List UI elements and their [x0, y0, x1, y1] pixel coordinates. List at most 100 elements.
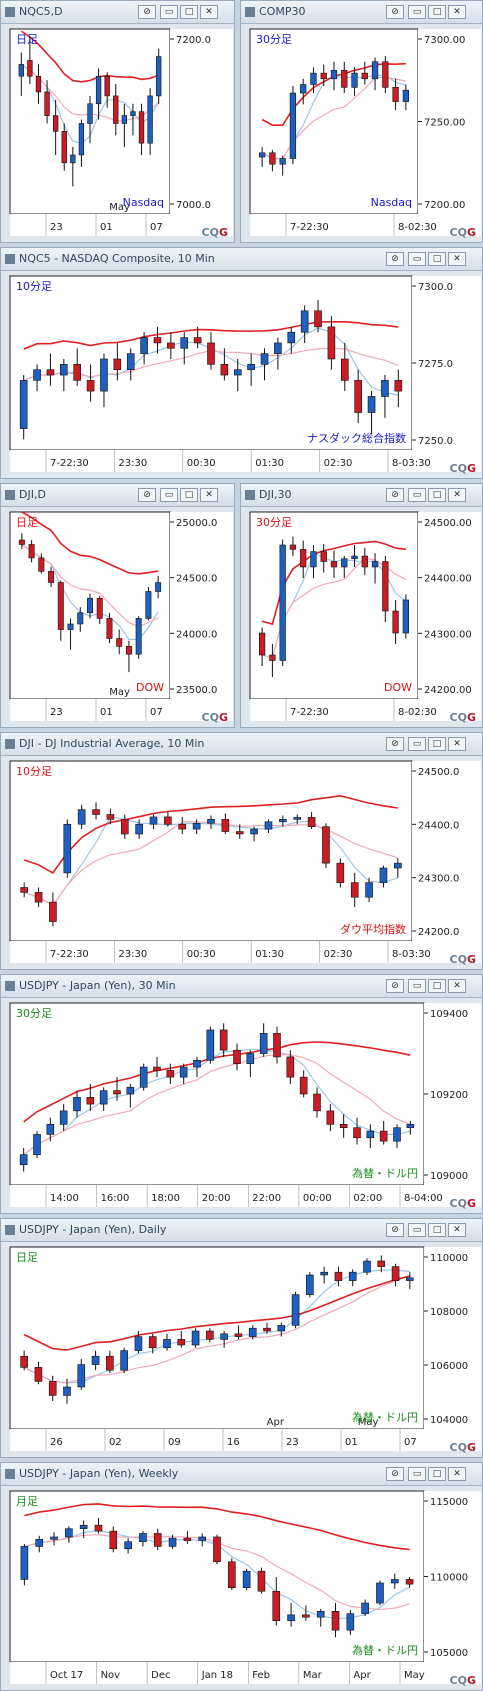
candle	[20, 1350, 28, 1371]
candle	[148, 1333, 157, 1354]
chart-area[interactable]: 25000.0 24500.0 24000.0 23500.0 23 01 07 May 日足 D…	[4, 508, 233, 725]
maximize-button[interactable]: □	[428, 737, 446, 751]
chart-panel-p8[interactable]: USDJPY - Japan (Yen), Daily ⊘ ▭ □ ✕ 110000 108…	[0, 1218, 483, 1458]
close-button[interactable]: ✕	[448, 979, 466, 993]
chart-area[interactable]: 7200.0 7000.0 23 01 07 May 日足 Nasdaq	[4, 25, 233, 240]
maximize-button[interactable]: □	[428, 1223, 446, 1237]
chart-panel-p2[interactable]: COMP30 ⊘ ▭ □ ✕ 7300.00 7250.00 7200.00 7-22:30 8-…	[240, 0, 483, 243]
window-title: NQC5 - NASDAQ Composite, 10 Min	[19, 252, 215, 265]
window-titlebar[interactable]: NQC5,D ⊘ ▭ □ ✕	[1, 1, 234, 24]
link-icon[interactable]: ⊘	[138, 5, 156, 19]
minimize-button[interactable]: ▭	[160, 5, 178, 19]
cqg-logo-accent: G	[466, 1197, 476, 1210]
minimize-button[interactable]: ▭	[408, 252, 426, 266]
candle-body	[139, 1533, 147, 1543]
candle	[235, 824, 244, 839]
link-icon[interactable]: ⊘	[386, 1467, 404, 1481]
period-label: 月足	[16, 1495, 38, 1508]
time-axis-label: 02:00	[353, 1193, 382, 1204]
candle	[248, 1325, 257, 1340]
candle-body	[286, 1056, 295, 1078]
window-titlebar[interactable]: DJI,30 ⊘ ▭ □ ✕	[241, 484, 482, 507]
close-button[interactable]: ✕	[200, 488, 218, 502]
maximize-button[interactable]: □	[428, 488, 446, 502]
close-button[interactable]: ✕	[200, 5, 218, 19]
cqg-logo-text: CQ	[449, 953, 467, 966]
time-axis-label: 14:00	[50, 1193, 79, 1204]
moving-average-line	[261, 540, 406, 626]
link-icon[interactable]: ⊘	[386, 252, 404, 266]
candle-body	[361, 1602, 369, 1614]
candle	[405, 1577, 414, 1588]
window-titlebar[interactable]: USDJPY - Japan (Yen), Daily ⊘ ▭ □ ✕	[1, 1219, 482, 1242]
chart-area[interactable]: 7300.0 7275.0 7250.0 7-22:30 23:30 00:30 01:30…	[4, 272, 481, 476]
chart-area[interactable]: 109400 109200 109000 14:00 16:00 18:00 20:00 22…	[4, 999, 481, 1211]
chart-panel-p9[interactable]: USDJPY - Japan (Yen), Weekly ⊘ ▭ □ ✕ 115000 11…	[0, 1462, 483, 1691]
minimize-button[interactable]: ▭	[408, 737, 426, 751]
maximize-button[interactable]: □	[428, 5, 446, 19]
cqg-logo: CQG	[450, 711, 476, 724]
close-button[interactable]: ✕	[448, 5, 466, 19]
close-button[interactable]: ✕	[448, 1223, 466, 1237]
minimize-button[interactable]: ▭	[408, 1467, 426, 1481]
candle-body	[178, 823, 187, 830]
time-axis-label: Dec	[151, 1670, 170, 1681]
maximize-button[interactable]: □	[428, 252, 446, 266]
candle-body	[48, 571, 55, 583]
chart-panel-p3[interactable]: NQC5 - NASDAQ Composite, 10 Min ⊘ ▭ □ ✕ 7300.…	[0, 247, 483, 479]
maximize-button[interactable]: □	[180, 5, 198, 19]
candle-body	[350, 882, 359, 898]
close-button[interactable]: ✕	[448, 488, 466, 502]
chart-area[interactable]: 7300.00 7250.00 7200.00 7-22:30 8-02:30 30分足 N…	[244, 25, 481, 240]
minimize-button[interactable]: ▭	[408, 979, 426, 993]
chart-panel-p6[interactable]: DJI - DJ Industrial Average, 10 Min ⊘ ▭ □ ✕ 2…	[0, 732, 483, 970]
candle	[177, 1331, 186, 1348]
minimize-button[interactable]: ▭	[408, 5, 426, 19]
month-label: May	[109, 687, 130, 698]
close-button[interactable]: ✕	[448, 252, 466, 266]
price-axis-label: 108000	[430, 1307, 468, 1318]
time-axis-label: 20:00	[202, 1193, 231, 1204]
window-titlebar[interactable]: USDJPY - Japan (Yen), 30 Min ⊘ ▭ □ ✕	[1, 975, 482, 998]
candle-body	[250, 828, 258, 835]
candle	[79, 1520, 88, 1539]
maximize-button[interactable]: □	[180, 488, 198, 502]
candle	[213, 1534, 221, 1565]
window-icon	[245, 7, 255, 17]
window-titlebar[interactable]: DJI,D ⊘ ▭ □ ✕	[1, 484, 234, 507]
chart-panel-p1[interactable]: NQC5,D ⊘ ▭ □ ✕ 7200.0 7000.0 23 01 07 May 日足 Nasdaq C…	[0, 0, 235, 243]
close-button[interactable]: ✕	[448, 737, 466, 751]
chart-panel-p7[interactable]: USDJPY - Japan (Yen), 30 Min ⊘ ▭ □ ✕ 109400 10…	[0, 974, 483, 1214]
chart-area[interactable]: 115000 110000 105000 Oct 17 Nov Dec Jan 18 Feb M…	[4, 1487, 481, 1688]
window-titlebar[interactable]: COMP30 ⊘ ▭ □ ✕	[241, 1, 482, 24]
close-button[interactable]: ✕	[448, 1467, 466, 1481]
candle	[67, 618, 74, 650]
chart-panel-p4[interactable]: DJI,D ⊘ ▭ □ ✕ 25000.0 24500.0 24000.0 23500.0 23 0…	[0, 483, 235, 728]
link-icon[interactable]: ⊘	[386, 979, 404, 993]
candlestick-chart: 115000 110000 105000 Oct 17 Nov Dec Jan 18 Feb M…	[9, 1490, 481, 1684]
chart-area[interactable]: 24500.00 24400.00 24300.00 24200.00 7-22:30 8…	[244, 508, 481, 725]
chart-panel-p5[interactable]: DJI,30 ⊘ ▭ □ ✕ 24500.00 24400.00 24300.00 24200.…	[240, 483, 483, 728]
link-icon[interactable]: ⊘	[386, 488, 404, 502]
minimize-button[interactable]: ▭	[408, 1223, 426, 1237]
candle-body	[120, 1350, 128, 1371]
maximize-button[interactable]: □	[428, 1467, 446, 1481]
chart-area[interactable]: 24500.0 24400.0 24300.0 24200.0 7-22:30 23:30…	[4, 757, 481, 967]
minimize-button[interactable]: ▭	[408, 488, 426, 502]
link-icon[interactable]: ⊘	[138, 488, 156, 502]
candle-body	[289, 92, 297, 159]
candle	[166, 1063, 175, 1084]
candle-body	[206, 1330, 214, 1340]
window-titlebar[interactable]: USDJPY - Japan (Yen), Weekly ⊘ ▭ □ ✕	[1, 1463, 482, 1486]
candle-body	[361, 555, 368, 568]
window-titlebar[interactable]: NQC5 - NASDAQ Composite, 10 Min ⊘ ▭ □ ✕	[1, 248, 482, 271]
chart-area[interactable]: 110000 108000 106000 104000 26 02 09 16 23 01 07 Ap…	[4, 1243, 481, 1455]
time-axis-label: 7-22:30	[290, 222, 329, 233]
window-titlebar[interactable]: DJI - DJ Industrial Average, 10 Min ⊘ ▭ □ ✕	[1, 733, 482, 756]
link-icon[interactable]: ⊘	[386, 737, 404, 751]
maximize-button[interactable]: □	[428, 979, 446, 993]
link-icon[interactable]: ⊘	[386, 1223, 404, 1237]
link-icon[interactable]: ⊘	[386, 5, 404, 19]
candle-body	[166, 1070, 175, 1078]
minimize-button[interactable]: ▭	[160, 488, 178, 502]
